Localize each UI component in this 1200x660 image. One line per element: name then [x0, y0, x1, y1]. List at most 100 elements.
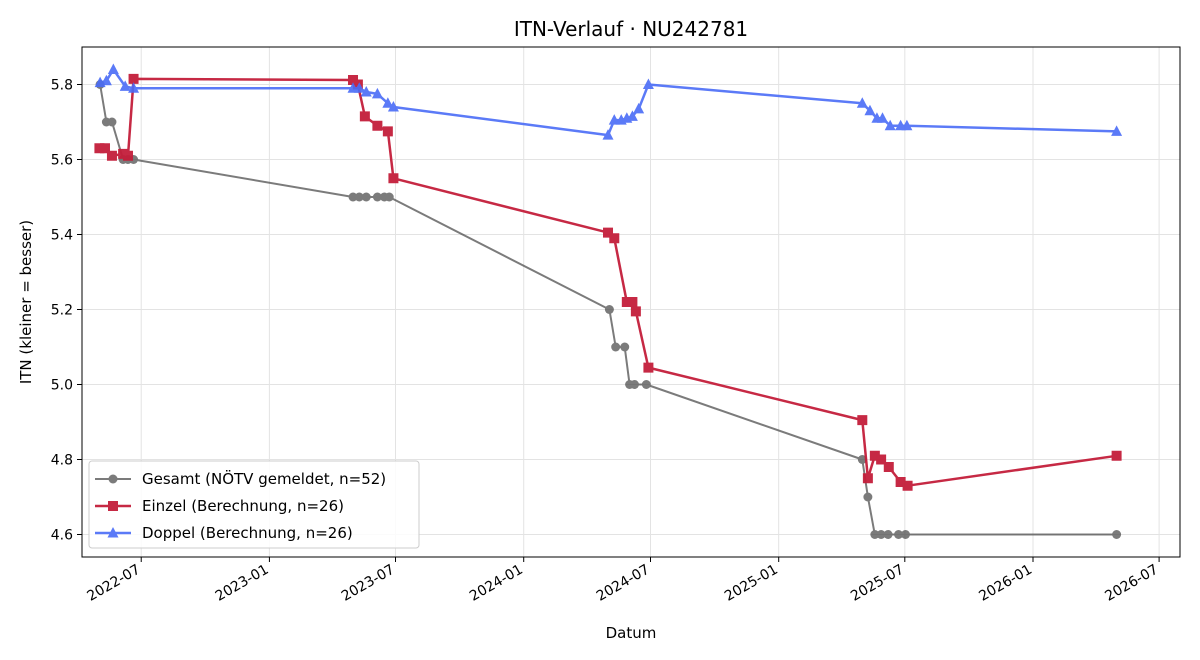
data-point	[902, 480, 913, 491]
data-point	[359, 111, 370, 122]
legend-marker	[108, 501, 118, 511]
x-tick-label: 2022-07	[85, 562, 144, 605]
data-point	[863, 492, 873, 502]
data-point	[901, 530, 910, 539]
data-point	[603, 227, 614, 238]
series-layer	[94, 63, 1123, 539]
data-point	[894, 530, 904, 539]
data-point	[643, 362, 654, 373]
data-point	[627, 297, 638, 307]
data-point	[901, 119, 913, 131]
legend-marker	[108, 474, 118, 484]
x-tick-label: 2026-01	[976, 562, 1035, 605]
data-point	[620, 342, 630, 352]
data-point	[372, 192, 382, 202]
data-point	[626, 110, 638, 121]
y-tick-label: 4.8	[51, 453, 73, 469]
series-line	[99, 77, 1117, 487]
data-point	[856, 97, 868, 108]
data-point	[107, 117, 117, 127]
data-point	[100, 74, 112, 86]
data-point	[895, 477, 906, 487]
data-point	[107, 63, 119, 74]
data-point	[864, 104, 876, 116]
data-point	[352, 79, 363, 90]
data-point	[862, 473, 873, 484]
legend-label: Einzel (Berechnung, n=26)	[142, 497, 344, 515]
data-point	[883, 462, 894, 472]
data-point	[629, 380, 639, 389]
data-point	[387, 101, 399, 112]
y-axis: 4.6 4.8 5.0 5.2 5.4 5.6 5.8	[51, 78, 82, 544]
data-point	[122, 150, 133, 161]
data-point	[354, 192, 364, 202]
y-axis-label: ITN (kleiner = besser)	[17, 220, 35, 384]
data-point	[106, 150, 117, 161]
x-axis: 2022-07 2023-01 2023-07 2024-01 2024-07 2025-…	[85, 557, 1161, 605]
data-point	[621, 297, 632, 307]
series-3	[94, 63, 1123, 140]
chart-title: ITN-Verlauf · NU242781	[514, 17, 748, 41]
data-point	[641, 380, 651, 389]
legend-label: Doppel (Berechnung, n=26)	[142, 524, 353, 542]
data-point	[633, 102, 645, 114]
data-point	[642, 78, 654, 89]
data-point	[611, 342, 621, 352]
y-tick-label: 5.8	[51, 78, 73, 94]
data-point	[128, 73, 139, 84]
data-point	[609, 233, 620, 244]
data-point	[884, 119, 896, 131]
data-point	[371, 87, 383, 99]
data-point	[128, 82, 140, 93]
x-tick-label: 2023-01	[213, 562, 272, 605]
y-tick-label: 5.6	[51, 153, 73, 169]
legend-box	[88, 460, 420, 549]
data-point	[877, 112, 889, 123]
data-point	[602, 129, 614, 140]
data-point	[353, 82, 365, 93]
data-point	[608, 114, 620, 125]
data-point	[348, 192, 358, 202]
data-point	[604, 305, 614, 314]
data-point	[94, 143, 105, 154]
data-point	[372, 120, 383, 131]
series-2	[94, 73, 1122, 491]
legend-entry	[95, 527, 131, 538]
data-point	[388, 173, 399, 184]
legend-marker	[107, 527, 119, 538]
x-tick-label: 2025-01	[722, 562, 781, 605]
data-point	[630, 306, 641, 317]
data-point	[883, 530, 893, 539]
x-tick-label: 2024-07	[594, 562, 653, 605]
data-point	[382, 97, 394, 108]
data-point	[382, 126, 393, 137]
data-point	[869, 450, 880, 461]
x-axis-label: Datum	[606, 624, 657, 642]
data-point	[119, 80, 131, 91]
x-tick-label: 2025-07	[848, 562, 907, 605]
y-tick-label: 5.2	[51, 303, 73, 319]
data-point	[99, 143, 110, 154]
data-point	[870, 530, 880, 539]
plot-frame	[81, 46, 1181, 558]
data-point	[1111, 450, 1122, 461]
data-point	[876, 454, 887, 465]
legend: Gesamt (NÖTV gemeldet, n=52) Einzel (Bere…	[88, 460, 420, 549]
x-tick-label: 2023-07	[339, 562, 398, 605]
legend-entry	[95, 501, 131, 511]
data-point	[384, 192, 394, 202]
legend-label: Gesamt (NÖTV gemeldet, n=52)	[142, 469, 386, 488]
y-tick-label: 4.6	[51, 528, 73, 544]
data-point	[1111, 125, 1123, 136]
data-point	[360, 86, 372, 97]
data-point	[876, 530, 886, 539]
y-tick-label: 5.0	[51, 378, 73, 394]
x-tick-label: 2024-01	[467, 562, 526, 605]
data-point	[1112, 530, 1122, 539]
data-point	[857, 415, 868, 426]
y-tick-label: 5.4	[51, 228, 73, 244]
legend-entry	[95, 474, 131, 484]
data-point	[361, 192, 371, 202]
data-point	[857, 455, 867, 464]
